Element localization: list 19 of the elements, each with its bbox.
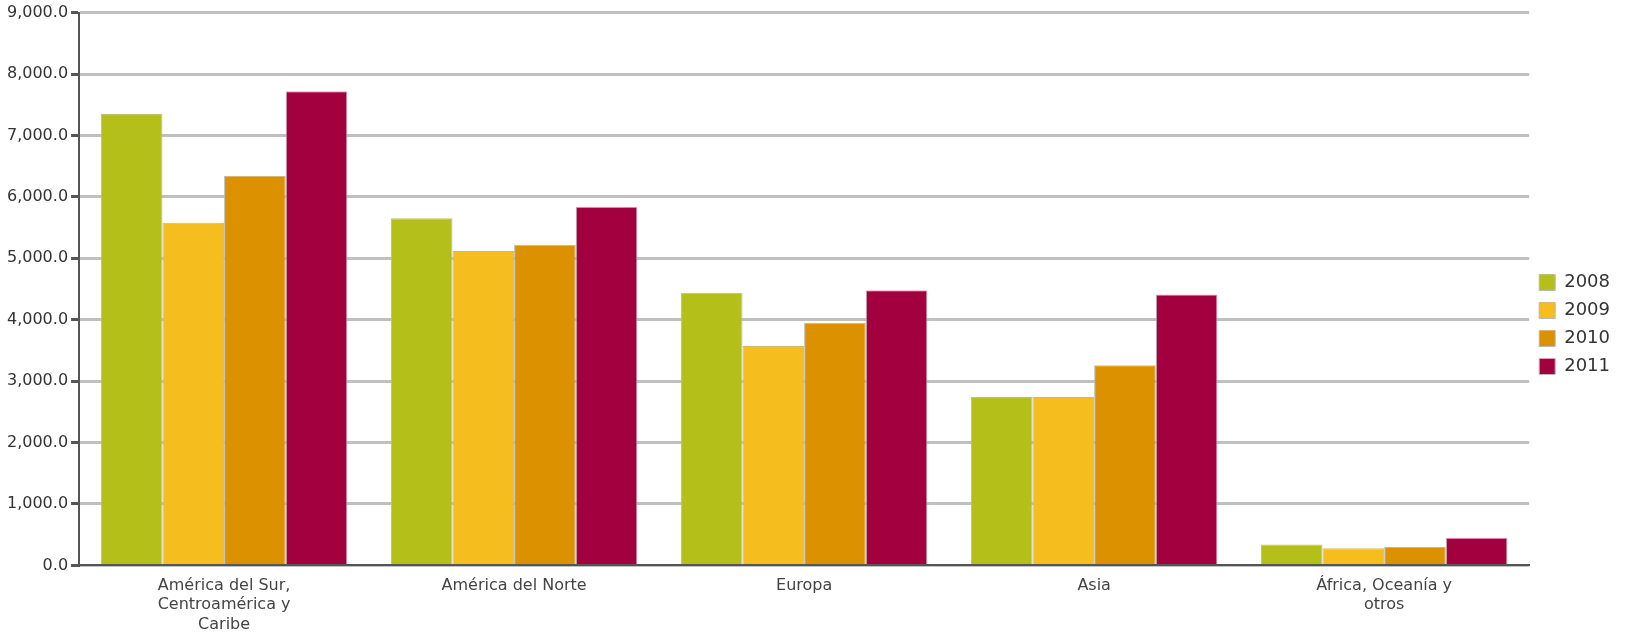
legend-label: 2009: [1564, 298, 1610, 320]
x-tick-label: África, Oceanía y otros: [1316, 575, 1453, 614]
y-tick-label: 2,000.0: [6, 431, 69, 451]
y-tick-label: 3,000.0: [6, 370, 69, 390]
x-tick-label: Asia: [1077, 575, 1111, 595]
y-tick-label: 8,000.0: [6, 63, 69, 83]
x-tick-label: América del Norte: [441, 575, 587, 595]
x-tick-label: Europa: [776, 575, 833, 595]
y-tick-label: 7,000.0: [6, 124, 69, 144]
y-tick-label: 9,000.0: [6, 1, 69, 21]
legend-label: 2008: [1564, 270, 1610, 292]
y-tick-label: 1,000.0: [6, 493, 69, 513]
y-tick-label: 4,000.0: [6, 308, 69, 328]
y-tick-label: 5,000.0: [6, 247, 69, 267]
y-tick-label: 0.0: [42, 554, 69, 574]
x-tick-label: América del Sur, Centroamérica y Caribe: [157, 575, 291, 633]
legend-label: 2011: [1564, 354, 1610, 376]
legend-label: 2010: [1564, 326, 1610, 348]
y-tick-label: 6,000.0: [6, 186, 69, 206]
